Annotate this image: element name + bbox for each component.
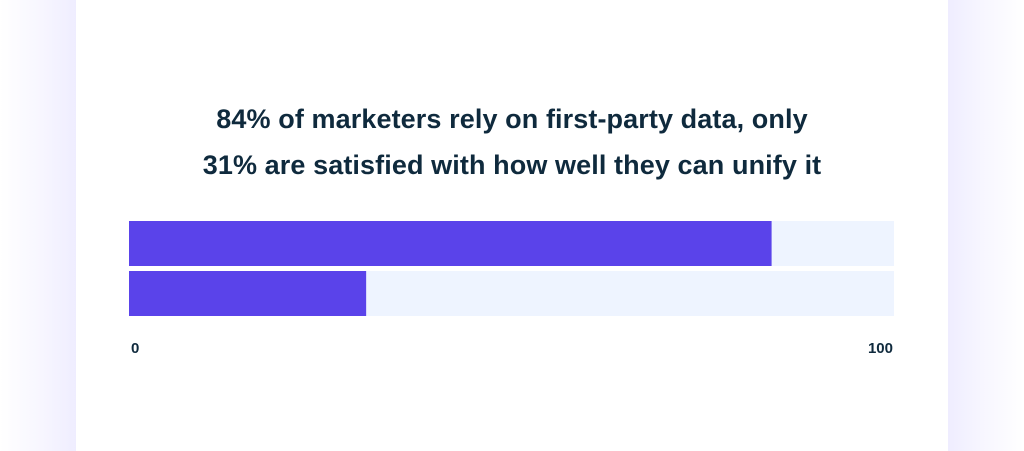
tick-label-0: 0 [131,340,139,357]
bar-1 [129,221,772,266]
right-side-panel [948,0,1024,451]
chart-title-line-2: 31% are satisfied with how well they can… [202,150,822,180]
chart-title: 84% of marketers rely on first-party dat… [76,96,948,188]
chart-title-line-1: 84% of marketers rely on first-party dat… [216,104,808,134]
tick-label-100: 100 [868,340,893,357]
bar-2 [129,271,367,316]
left-side-panel [0,0,76,451]
